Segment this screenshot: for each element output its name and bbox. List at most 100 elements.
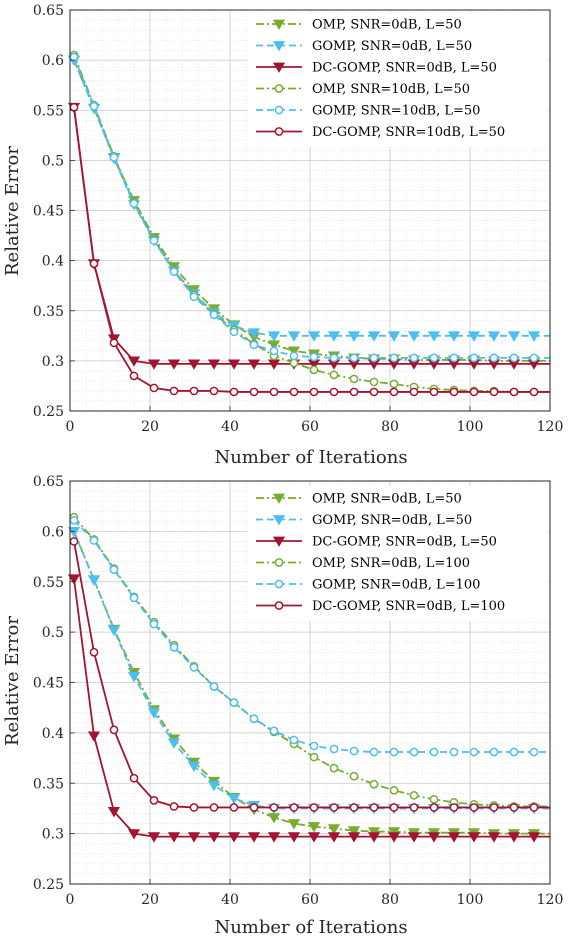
- data-point: [169, 386, 179, 396]
- data-point: [429, 747, 439, 757]
- data-point: [347, 331, 361, 342]
- data-point: [269, 346, 279, 356]
- chart-top: 0 20 40 60 80 100 120 0.25 0.3 0.35 0.4 0.45 0.5 0.55…: [2, 3, 563, 468]
- data-point: [347, 826, 361, 837]
- data-point: [189, 663, 199, 672]
- series-6: [69, 537, 550, 812]
- data-point: [349, 746, 359, 756]
- data-point: [329, 803, 339, 812]
- legend-entry: OMP, SNR=10dB, L=50: [256, 82, 470, 97]
- data-point: [429, 803, 439, 812]
- data-point: [327, 832, 341, 843]
- legend-entry: DC-GOMP, SNR=0dB, L=100: [256, 599, 505, 614]
- x-tick-label: 20: [141, 892, 159, 908]
- data-point: [389, 379, 399, 389]
- data-point: [229, 387, 239, 397]
- data-point: [147, 832, 161, 843]
- data-point: [127, 672, 141, 683]
- legend-entry: GOMP, SNR=0dB, L=50: [256, 513, 472, 528]
- x-tick-label: 80: [381, 892, 399, 908]
- data-point: [369, 353, 379, 363]
- legend-marker: [274, 558, 284, 567]
- legend-label: DC-GOMP, SNR=0dB, L=100: [312, 599, 505, 614]
- data-point: [327, 331, 341, 342]
- data-point: [369, 747, 379, 757]
- y-tick-label: 0.55: [33, 575, 64, 591]
- y-tick-label: 0.4: [42, 254, 64, 270]
- data-point: [249, 714, 259, 724]
- data-point: [167, 832, 181, 843]
- data-point: [87, 731, 101, 742]
- data-point: [529, 803, 539, 812]
- y-axis-label: Relative Error: [2, 146, 23, 276]
- data-point: [227, 359, 241, 370]
- legend-entry: DC-GOMP, SNR=0dB, L=50: [256, 61, 497, 76]
- data-point: [367, 832, 381, 843]
- data-point: [369, 779, 379, 789]
- x-tick-label: 40: [221, 892, 239, 908]
- plot-area: 0 20 40 60 80 100 120 0.25 0.3 0.35 0.4 0.45 0.5 0.55…: [33, 3, 564, 435]
- data-point: [407, 832, 421, 843]
- y-tick-label: 0.35: [33, 776, 64, 792]
- data-point: [229, 803, 239, 812]
- data-point: [267, 331, 281, 342]
- legend-entry: DC-GOMP, SNR=0dB, L=50: [256, 535, 497, 550]
- legend-label: OMP, SNR=10dB, L=50: [312, 82, 470, 97]
- data-point: [307, 822, 321, 833]
- data-point: [509, 803, 519, 812]
- data-point: [509, 353, 519, 363]
- data-point: [167, 738, 181, 749]
- data-point: [349, 374, 359, 384]
- data-point: [409, 747, 419, 757]
- data-point: [429, 795, 439, 804]
- x-tick-label: 40: [221, 419, 239, 435]
- data-point: [307, 331, 321, 342]
- data-point: [387, 331, 401, 342]
- data-point: [289, 351, 299, 361]
- legend-label: GOMP, SNR=0dB, L=100: [312, 578, 480, 593]
- series-3: [67, 574, 550, 843]
- data-point: [469, 387, 479, 397]
- data-point: [527, 832, 541, 843]
- data-point: [429, 353, 439, 363]
- data-point: [187, 832, 201, 843]
- legend-label: DC-GOMP, SNR=0dB, L=50: [312, 61, 497, 76]
- data-point: [249, 803, 259, 812]
- data-point: [89, 647, 99, 657]
- x-tick-label: 60: [301, 419, 319, 435]
- data-point: [489, 353, 499, 363]
- data-point: [409, 353, 419, 363]
- data-point: [147, 359, 161, 370]
- data-point: [309, 365, 319, 375]
- series-5: [69, 515, 550, 757]
- data-point: [307, 832, 321, 843]
- data-point: [289, 803, 299, 812]
- data-point: [109, 153, 119, 162]
- x-tick-label: 0: [66, 419, 75, 435]
- data-point: [67, 526, 81, 538]
- data-point: [247, 359, 261, 370]
- chart-bottom: 0 20 40 60 80 100 120 0.25 0.3 0.35 0.4 0.45 0.5 0.55…: [2, 474, 563, 938]
- data-point: [207, 780, 221, 792]
- data-point: [309, 752, 319, 762]
- data-point: [129, 371, 139, 381]
- x-axis-label: Number of Iterations: [214, 447, 407, 468]
- legend-marker: [274, 105, 284, 115]
- data-point: [149, 236, 159, 245]
- data-point: [369, 377, 379, 387]
- data-point: [209, 803, 219, 812]
- legend-entry: GOMP, SNR=10dB, L=50: [256, 104, 480, 119]
- data-point: [129, 593, 139, 603]
- y-tick-label: 0.25: [33, 404, 64, 420]
- data-point: [427, 832, 441, 843]
- legend-label: GOMP, SNR=0dB, L=50: [312, 39, 472, 54]
- x-axis-label: Number of Iterations: [214, 917, 407, 938]
- y-tick-label: 0.4: [42, 726, 64, 742]
- plot-area: 0 20 40 60 80 100 120 0.25 0.3 0.35 0.4 0.45 0.5 0.55…: [33, 474, 564, 908]
- data-point: [289, 387, 299, 397]
- legend-marker: [274, 84, 284, 93]
- data-point: [149, 796, 159, 805]
- legend-label: GOMP, SNR=10dB, L=50: [312, 104, 480, 119]
- x-tick-label: 120: [537, 419, 564, 435]
- legend: OMP, SNR=0dB, L=50 GOMP, SNR=0dB, L=50 DC-…: [248, 12, 548, 147]
